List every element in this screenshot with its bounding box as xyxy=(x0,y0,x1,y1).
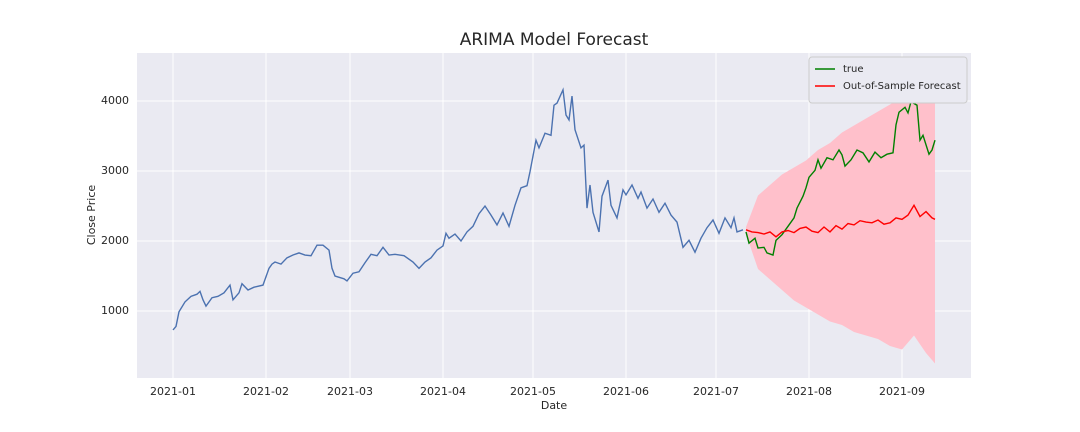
y-axis-label: Close Price xyxy=(85,185,98,246)
chart-title: ARIMA Model Forecast xyxy=(460,30,649,50)
x-tick-label: 2021-08 xyxy=(786,385,832,398)
line xyxy=(172,87,744,331)
confidence-band xyxy=(746,80,935,364)
line xyxy=(745,203,936,238)
x-axis-label: Date xyxy=(541,399,568,412)
legend-label: Out-of-Sample Forecast xyxy=(843,81,961,92)
legend-label: true xyxy=(843,64,864,75)
x-tick-label: 2021-01 xyxy=(150,385,196,398)
legend-box xyxy=(808,56,968,104)
y-tick-label: 2000 xyxy=(101,234,129,247)
y-tick-label: 3000 xyxy=(101,164,129,177)
x-tick-label: 2021-04 xyxy=(420,385,466,398)
x-tick-label: 2021-06 xyxy=(603,385,649,398)
x-tick-label: 2021-09 xyxy=(879,385,925,398)
x-tick-label: 2021-03 xyxy=(327,385,373,398)
line xyxy=(745,100,936,256)
x-tick-label: 2021-02 xyxy=(243,385,289,398)
y-tick-label: 4000 xyxy=(101,94,129,107)
x-tick-label: 2021-05 xyxy=(510,385,556,398)
x-tick-label: 2021-07 xyxy=(693,385,739,398)
y-tick-label: 1000 xyxy=(101,304,129,317)
legend: true Out-of-Sample Forecast xyxy=(808,56,968,104)
